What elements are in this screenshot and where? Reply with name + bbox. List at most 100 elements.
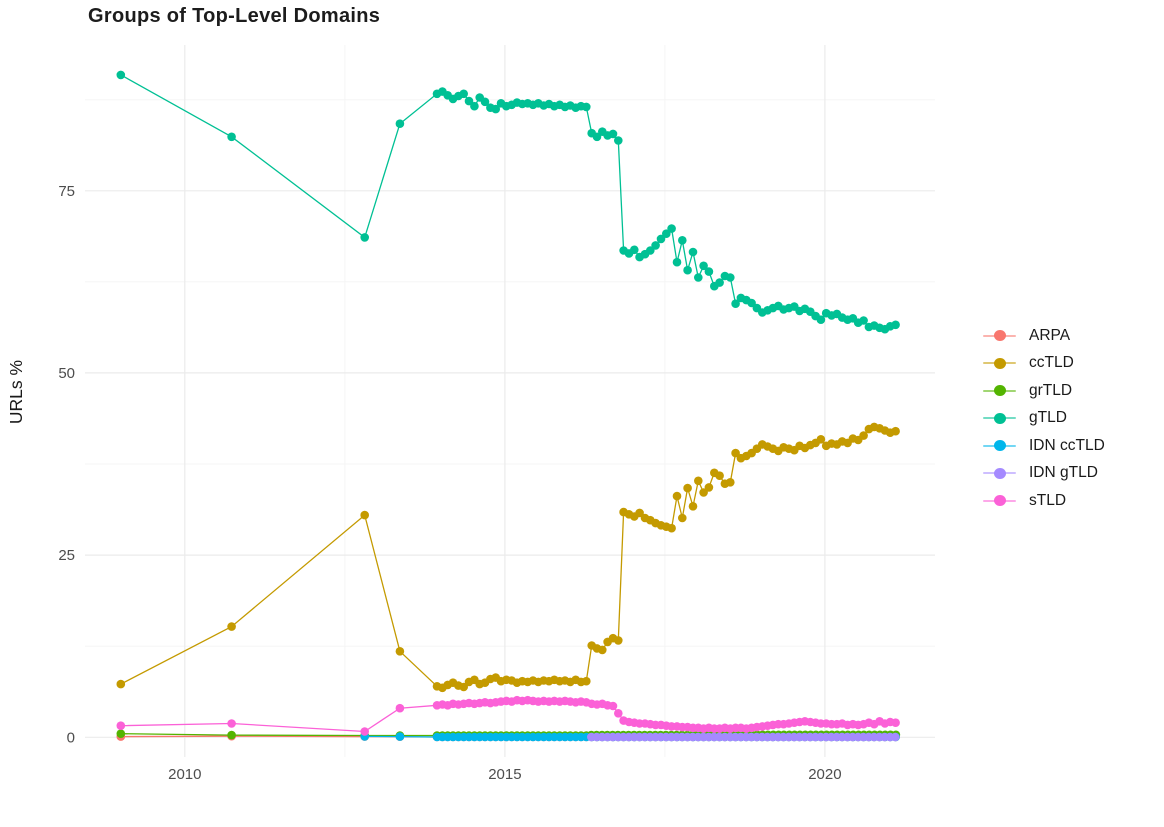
data-point-gtld (116, 70, 126, 80)
data-point-grtld (116, 729, 126, 738)
data-point-gtld (667, 224, 676, 233)
legend-item-cctld: ccTLD (983, 350, 1105, 378)
data-point-stld (395, 703, 405, 713)
data-point-gtld (459, 89, 469, 99)
y-tick-label: 25 (58, 547, 75, 564)
data-point-cctld (678, 513, 687, 523)
data-point-gtld (726, 273, 735, 282)
data-point-cctld (360, 510, 370, 520)
data-point-cctld (726, 478, 735, 487)
legend-key-icon (983, 356, 1016, 371)
data-point-gtld (891, 320, 900, 330)
data-point-gtld (683, 265, 692, 275)
x-tick-label: 2015 (488, 766, 521, 783)
data-point-cctld (731, 448, 740, 458)
data-point-stld (227, 719, 236, 728)
data-point-grtld (227, 730, 236, 740)
data-point-gtld (704, 267, 714, 276)
data-point-cctld (859, 431, 868, 440)
legend-key-icon (983, 438, 1016, 453)
data-point-cctld (688, 502, 698, 511)
data-point-gtld (630, 245, 639, 255)
data-point-gtld (859, 316, 868, 325)
data-point-gtld (747, 298, 756, 308)
legend-label: IDN gTLD (1029, 464, 1098, 482)
data-point-gtld (592, 132, 602, 142)
legend-key-icon (983, 383, 1016, 398)
data-point-gtld (608, 129, 618, 139)
data-point-cctld (459, 682, 469, 692)
data-point-gtld (582, 102, 591, 112)
data-point-gtld (227, 132, 236, 142)
legend-label: sTLD (1029, 491, 1067, 509)
data-point-gtld (731, 299, 740, 309)
data-point-cctld (683, 483, 692, 493)
legend-key-icon (983, 493, 1016, 508)
data-point-gtld (656, 234, 666, 244)
data-point-gtld (360, 233, 370, 242)
data-point-idn-gtld (890, 732, 900, 742)
data-point-gtld (662, 229, 671, 238)
y-tick-label: 75 (58, 183, 75, 200)
legend-item-grtld: grTLD (983, 377, 1105, 405)
legend-label: gTLD (1029, 409, 1067, 427)
series-line-cctld (120, 426, 896, 689)
data-point-cctld (227, 622, 236, 631)
x-tick-label: 2020 (808, 766, 841, 783)
legend: ARPA ccTLD grTLD gTLD IDN ccTLD IDN gTLD… (983, 322, 1105, 515)
data-point-gtld (816, 315, 826, 325)
data-point-cctld (395, 647, 405, 656)
data-point-cctld (704, 483, 714, 492)
data-point-stld (891, 718, 900, 727)
data-point-stld (614, 709, 623, 718)
data-point-cctld (598, 645, 607, 655)
legend-label: grTLD (1029, 381, 1073, 399)
data-point-cctld (116, 679, 126, 689)
data-point-gtld (470, 101, 479, 111)
data-point-gtld (694, 273, 703, 282)
series-line-gtld (120, 74, 896, 330)
legend-item-arpa: ARPA (983, 322, 1105, 350)
data-point-gtld (678, 236, 687, 245)
data-point-gtld (491, 104, 501, 114)
chart-title: Groups of Top-Level Domains (88, 5, 381, 27)
data-point-cctld (715, 471, 724, 481)
legend-item-gtld: gTLD (983, 405, 1105, 433)
data-point-gtld (715, 278, 724, 287)
legend-label: IDN ccTLD (1029, 436, 1105, 454)
x-tick-label: 2010 (168, 766, 201, 783)
data-point-gtld (464, 96, 474, 106)
data-point-idn-cctld (395, 732, 405, 741)
data-point-gtld (699, 261, 708, 271)
data-point-gtld (672, 257, 682, 267)
legend-key-icon (983, 411, 1016, 426)
legend-item-idn-gtld: IDN gTLD (983, 460, 1105, 488)
legend-item-idn-cctld: IDN ccTLD (983, 432, 1105, 460)
data-point-gtld (480, 97, 490, 107)
data-point-cctld (614, 636, 623, 645)
data-point-cctld (672, 491, 682, 501)
legend-key-icon (983, 466, 1016, 481)
data-point-gtld (395, 119, 405, 128)
legend-key-icon (983, 328, 1016, 343)
data-point-stld (608, 701, 618, 711)
data-point-gtld (651, 241, 660, 250)
y-tick-label: 0 (67, 729, 75, 746)
data-point-cctld (582, 676, 591, 686)
data-point-stld (116, 721, 126, 730)
legend-label: ARPA (1029, 326, 1071, 344)
data-point-cctld (816, 435, 826, 444)
data-point-gtld (688, 247, 698, 257)
data-point-gtld (614, 136, 623, 145)
data-point-gtld (646, 246, 655, 255)
data-point-cctld (699, 488, 708, 497)
legend-label: ccTLD (1029, 354, 1074, 372)
y-tick-label: 50 (58, 365, 75, 382)
y-axis-title: URLs % (6, 360, 26, 424)
data-point-cctld (694, 476, 703, 486)
legend-item-stld: sTLD (983, 487, 1105, 515)
data-point-cctld (891, 426, 900, 436)
data-point-stld (360, 727, 370, 736)
